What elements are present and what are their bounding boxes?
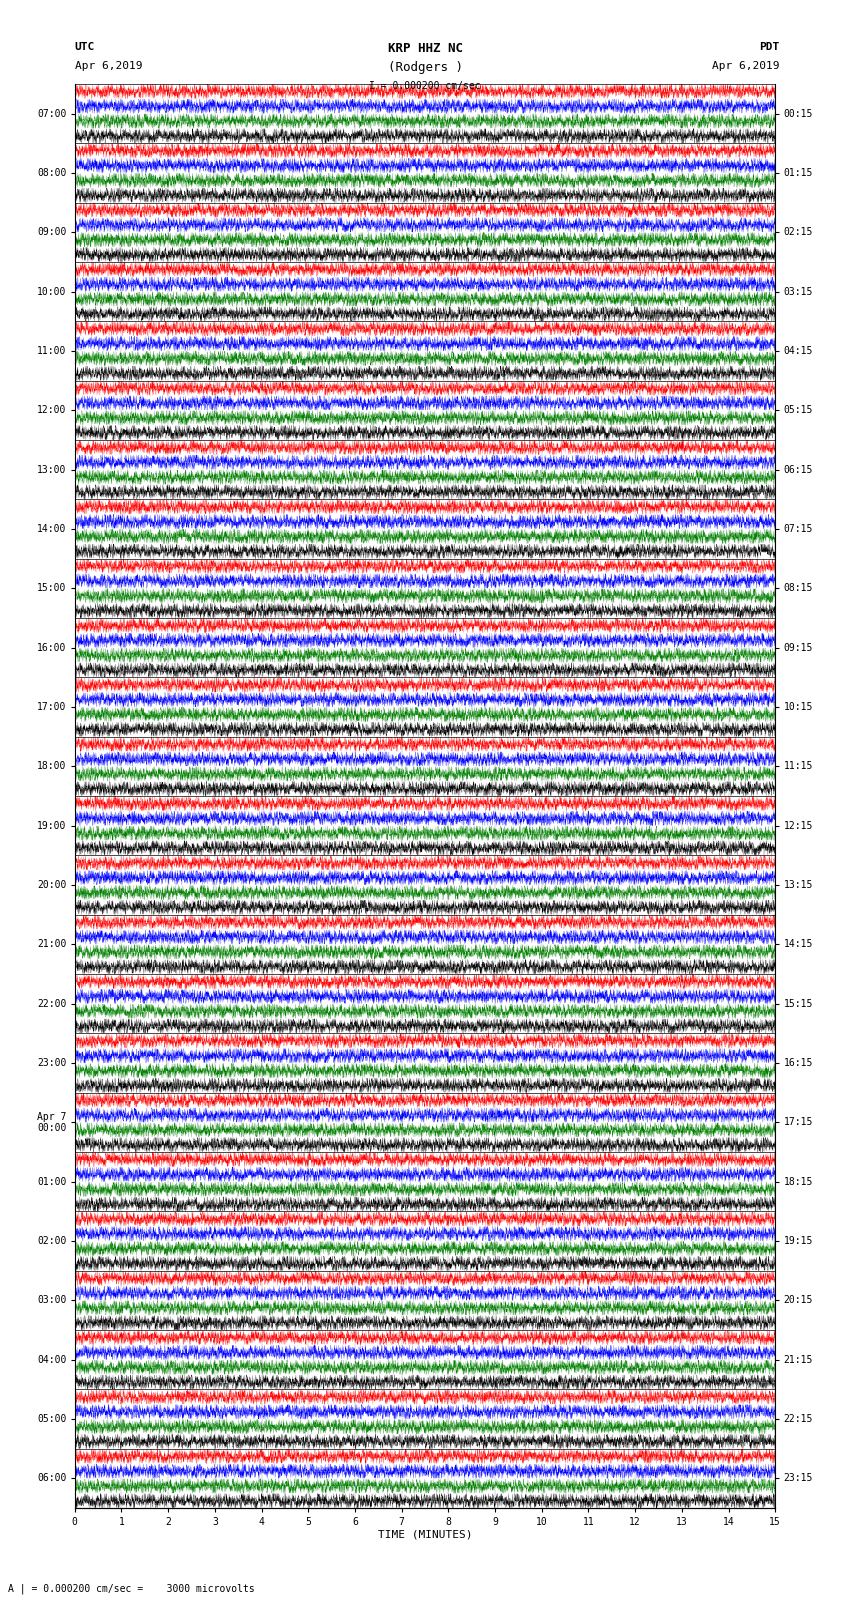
Text: (Rodgers ): (Rodgers ) [388, 61, 462, 74]
Text: UTC: UTC [75, 42, 95, 52]
Text: KRP HHZ NC: KRP HHZ NC [388, 42, 462, 55]
Text: Apr 6,2019: Apr 6,2019 [75, 61, 142, 71]
X-axis label: TIME (MINUTES): TIME (MINUTES) [377, 1531, 473, 1540]
Text: I = 0.000200 cm/sec: I = 0.000200 cm/sec [369, 81, 481, 90]
Text: PDT: PDT [759, 42, 779, 52]
Text: Apr 6,2019: Apr 6,2019 [712, 61, 779, 71]
Text: A | = 0.000200 cm/sec =    3000 microvolts: A | = 0.000200 cm/sec = 3000 microvolts [8, 1582, 255, 1594]
